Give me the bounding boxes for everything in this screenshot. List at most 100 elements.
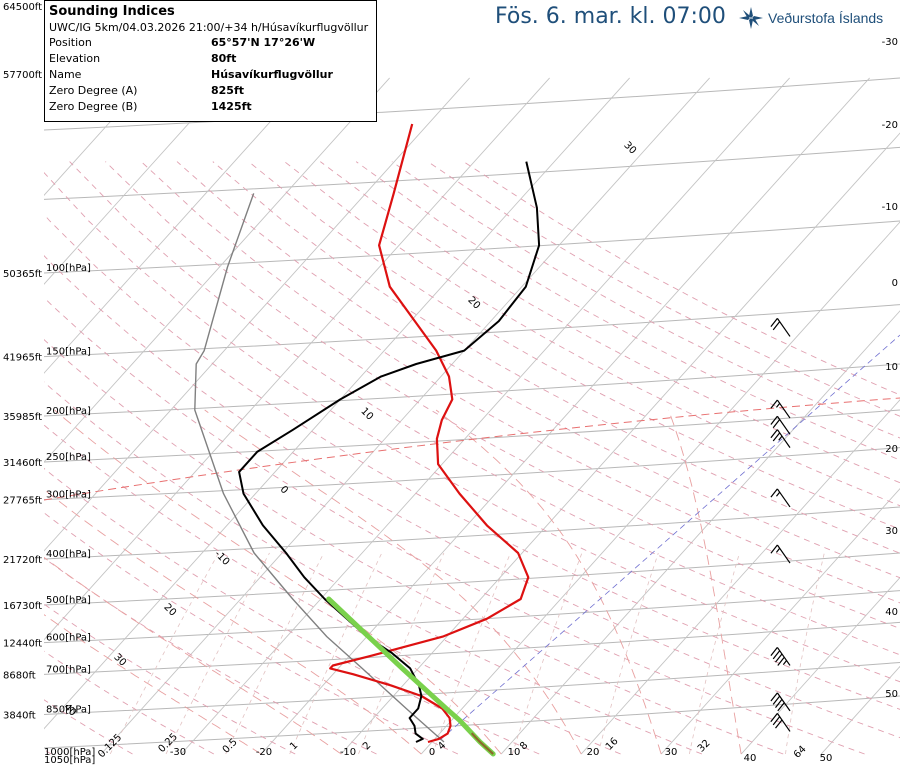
info-label: Name [49, 68, 82, 81]
wind-barb-flag [775, 719, 783, 729]
altitude-label: 64500ft [3, 2, 42, 13]
vedurstofa-logo: Veðurstofa Íslands [738, 6, 883, 30]
isobar-line [44, 552, 900, 606]
mixing-ratio-line [511, 552, 583, 755]
isobar-line [44, 661, 900, 715]
mixing-ratio-line [109, 552, 219, 755]
isotherm-line [500, 310, 900, 755]
isotherm-line [180, 77, 790, 755]
temperature-tick-label: 10 [508, 747, 521, 758]
isobar-line [44, 146, 900, 200]
isotherm-line [740, 576, 900, 755]
isotherm-label: 10 [885, 362, 898, 373]
dry-adiabat-line [463, 161, 900, 396]
mixing-ratio-label: 16 [604, 736, 621, 753]
info-value: 825ft [211, 84, 245, 97]
isotherm-label: 30 [885, 526, 898, 537]
wind-barb [770, 318, 791, 337]
temperature-tick-label: 20 [587, 747, 600, 758]
isotherm-line [660, 487, 900, 755]
moist-parcel-core [327, 598, 494, 755]
altitude-label: 50365ft [3, 269, 42, 280]
wind-barb-flag [772, 650, 781, 660]
wind-barb-flag [770, 318, 778, 327]
wind-barb-half [775, 402, 781, 408]
wind-barb-flag [777, 702, 785, 712]
pressure-label: 200[hPa] [46, 406, 91, 417]
isobar-line [44, 590, 900, 644]
dry-adiabat-line [44, 650, 215, 755]
temperature-tick-label: -30 [170, 747, 186, 758]
wind-barb-staff [776, 318, 791, 337]
isobar-line [44, 695, 900, 749]
temperature-tick-label: -20 [256, 747, 272, 758]
dry-adiabat-line [44, 424, 621, 755]
info-row-name: Name Húsavíkurflugvöllur [49, 67, 372, 83]
info-label: Elevation [49, 52, 101, 65]
moist-parcel-band [326, 596, 496, 757]
dewpoint-line [238, 161, 541, 743]
temperature-tick-label: 40 [744, 753, 757, 764]
dry-adiabat-line [212, 161, 900, 554]
info-row-elevation: Elevation 80ft [49, 51, 372, 67]
wind-barb-flag [770, 692, 778, 702]
wind-barb-staff [776, 488, 791, 508]
mixing-ratio-label: 4 [436, 740, 448, 752]
wind-barb-flag [770, 399, 778, 409]
moist-adiabat-line [435, 409, 662, 755]
isotherm-line [100, 77, 710, 755]
dry-adiabat-line [69, 161, 900, 656]
dry-adiabat-line [44, 255, 900, 739]
mixing-ratio-line [358, 552, 445, 755]
sounding-indices-box: Sounding Indices UWC/IG 5km/04.03.2026 2… [44, 0, 377, 122]
wind-barb [770, 713, 791, 732]
isotherm-line [420, 221, 900, 755]
temperature-tick-label: 30 [665, 747, 678, 758]
dry-adiabat-line [105, 161, 900, 629]
dry-adiabat-line [44, 381, 703, 755]
wind-barb-half [778, 435, 783, 441]
altitude-label: 8680ft [3, 670, 36, 681]
wind-barb-half [782, 660, 788, 666]
isotherm-line [260, 77, 870, 755]
isotherm-label: -20 [882, 120, 898, 131]
pressure-label: 300[hPa] [46, 490, 91, 501]
isotherm-label: 0 [892, 278, 898, 289]
mixing-ratio-line [785, 552, 825, 755]
info-row-zero-degree-a: Zero Degree (A) 825ft [49, 83, 372, 99]
info-row-position: Position 65°57'N 17°26'W [49, 35, 372, 51]
wind-barb-staff [776, 647, 791, 666]
temperature-tick-label: -10 [340, 747, 356, 758]
info-value: 65°57'N 17°26'W [211, 36, 316, 49]
isotherm-line [340, 132, 900, 755]
pressure-label: 100[hPa] [46, 263, 91, 274]
wind-barb [770, 692, 791, 712]
background-lines [44, 77, 900, 755]
wind-barb-flag [770, 544, 778, 554]
adiabat-label: 30 [111, 652, 128, 669]
wind-barb-staff [776, 415, 791, 435]
dry-adiabat-line [44, 699, 133, 755]
pressure-label: 600[hPa] [46, 633, 91, 644]
dry-adiabat-line [44, 171, 900, 683]
moist-adiabat-line [54, 409, 502, 755]
altitude-label: 57700ft [3, 70, 42, 81]
temperature-tick-label: 50 [820, 753, 833, 764]
wind-barb-flag [770, 429, 778, 439]
adiabat-label: 30 [621, 140, 638, 157]
mixing-ratio-label: 0.125 [96, 732, 124, 760]
wind-barb-staff [776, 692, 791, 712]
storm-motion-line [439, 334, 900, 741]
wind-barb [770, 647, 791, 666]
moist-adiabat-line [44, 488, 422, 755]
info-title: Sounding Indices [49, 4, 175, 19]
isobar-line [44, 77, 900, 131]
profiles [194, 123, 541, 757]
dry-adiabat-line [355, 161, 900, 461]
isobar-line [44, 220, 900, 274]
wind-barb-flag [770, 713, 778, 722]
altitude-label: 16730ft [3, 601, 42, 612]
isotherm-label: 20 [885, 444, 898, 455]
dry-adiabat-line [44, 512, 459, 755]
